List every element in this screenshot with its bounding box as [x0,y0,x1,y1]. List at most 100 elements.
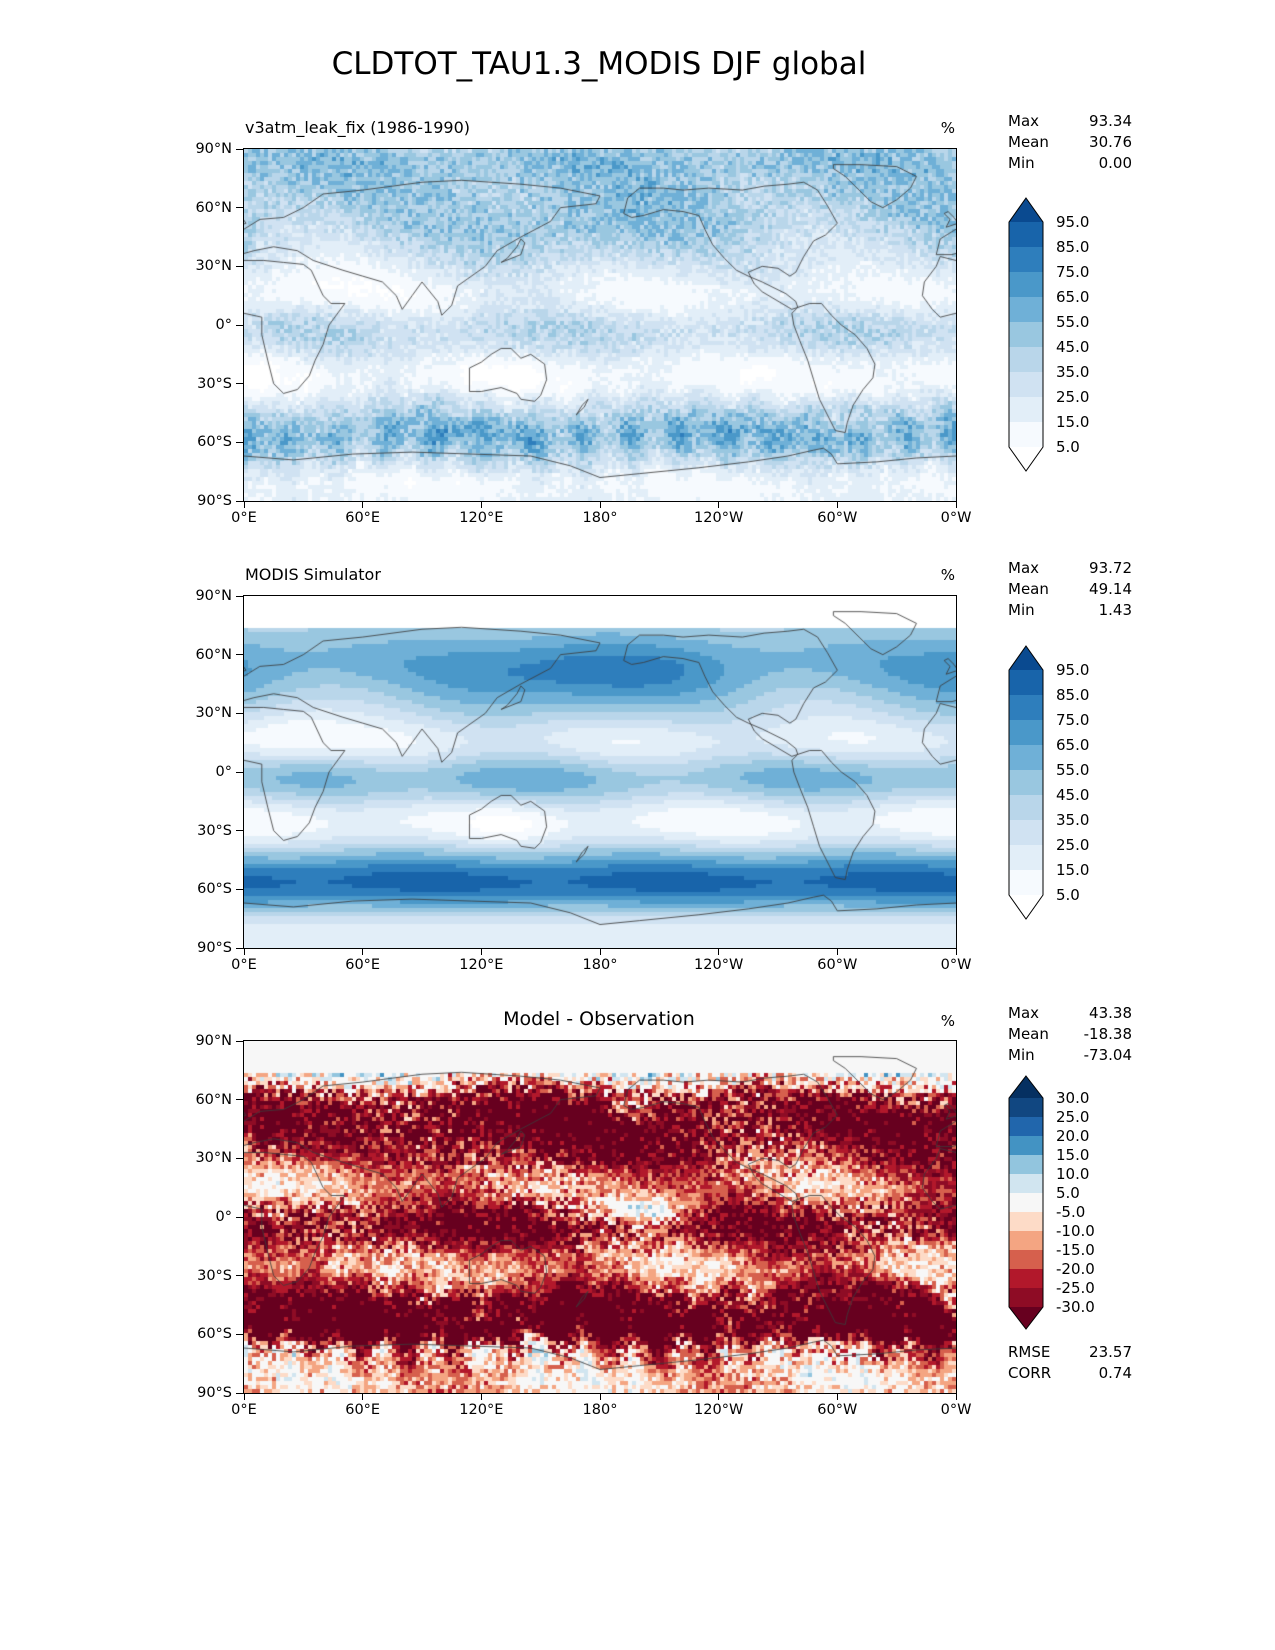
stat-row-min: Min -73.04 [1008,1045,1132,1066]
y-tick-mark [236,595,243,597]
x-tick-mark [362,501,364,508]
y-tick-mark [236,947,243,949]
x-tick-label: 60°E [345,1402,381,1418]
stat-row-max: Max 93.34 [1008,111,1132,132]
y-tick-mark [236,1040,243,1042]
colorbar-tick-label: -15.0 [1056,1241,1095,1259]
x-tick-label: 60°W [817,957,858,973]
y-tick-label: 90°N [195,588,232,604]
y-tick-mark [236,441,243,443]
colorbar-tick-label: 20.0 [1056,1127,1090,1145]
colorbar-obs: 95.0 85.0 75.0 65.0 55.0 45.0 35.0 25.0 15.0 5.0 [1008,645,1089,924]
colorbar-tick-label: 95.0 [1056,213,1090,231]
metrics-block-diff: RMSE 23.57 CORR 0.74 [1008,1342,1132,1384]
x-tick-label: 0°E [231,957,257,973]
y-tick-mark [236,712,243,714]
y-tick-mark [236,771,243,773]
colorbar-tick-label: 55.0 [1056,761,1090,779]
colorbar-tick-label: 45.0 [1056,786,1090,804]
x-tick-mark [599,501,601,508]
y-tick-mark [236,830,243,832]
panel-title-diff: Model - Observation [503,1008,695,1030]
y-tick-label: 30°S [197,375,232,392]
x-tick-mark [836,501,838,508]
map-canvas-diff [244,1041,956,1393]
y-tick-label: 0° [215,1209,232,1225]
x-tick-label: 120°W [694,510,744,526]
y-tick-label: 30°N [195,258,232,275]
x-tick-label: 180° [582,510,618,526]
y-tick-label: 90°S [197,1385,232,1401]
x-tick-mark [243,501,245,508]
colorbar-tick-label: 5.0 [1056,438,1080,456]
colorbar-tick-label: 10.0 [1056,1165,1090,1183]
y-tick-label: 90°S [197,940,232,956]
x-tick-label: 0°W [940,510,972,526]
x-tick-mark [362,1393,364,1400]
stats-block-diff: Max 43.38 Mean -18.38 Min -73.04 [1008,1003,1132,1066]
y-tick-label: 90°N [195,141,232,157]
map-canvas-model [244,149,956,501]
y-tick-label: 60°S [197,881,232,898]
colorbar-svg [1008,645,1044,920]
x-tick-mark [955,1393,957,1400]
y-tick-label: 60°N [195,1091,232,1108]
y-tick-mark [236,324,243,326]
y-tick-mark [236,1099,243,1101]
stat-value: 93.72 [1089,559,1132,577]
colorbar-tick-label: 45.0 [1056,338,1090,356]
x-tick-mark [718,948,720,955]
map-plot-model: 90°N 60°N 30°N 0° 30°S 60°S 90°S 0°E 60°E 120°E 18… [195,141,971,526]
y-tick-mark [236,1275,243,1277]
map-plot-diff: 90°N 60°N 30°N 0° 30°S 60°S 90°S 0°E 60°E 120°E 18… [195,1033,971,1418]
y-tick-mark [236,654,243,656]
y-tick-label: 0° [215,764,232,780]
stat-row-mean: Mean -18.38 [1008,1024,1132,1045]
colorbar-tick-label: 30.0 [1056,1089,1090,1107]
x-tick-label: 120°E [459,1402,504,1418]
colorbar-model: 95.0 85.0 75.0 65.0 55.0 45.0 35.0 25.0 15.0 5.0 [1008,197,1089,476]
colorbar-diff: 30.0 25.0 20.0 15.0 10.0 5.0 -5.0 -10.0 -15.0 -20… [1008,1075,1095,1334]
y-tick-label: 60°N [195,199,232,216]
stat-label: Max [1008,1004,1040,1022]
stats-block-model: Max 93.34 Mean 30.76 Min 0.00 [1008,111,1132,174]
colorbar-svg [1008,1075,1044,1330]
stat-row-min: Min 0.00 [1008,153,1132,174]
colorbar-tick-label: 85.0 [1056,686,1090,704]
unit-label-obs: % [940,566,955,584]
y-tick-mark [236,1157,243,1159]
x-tick-mark [480,501,482,508]
x-tick-mark [243,948,245,955]
metric-value: 23.57 [1089,1343,1132,1361]
colorbar-tick-label: -5.0 [1056,1203,1086,1221]
colorbar-tick-label: -30.0 [1056,1298,1095,1316]
x-tick-mark [836,948,838,955]
metric-row-rmse: RMSE 23.57 [1008,1342,1132,1363]
metric-row-corr: CORR 0.74 [1008,1363,1132,1384]
y-tick-mark [236,1216,243,1218]
stat-label: Min [1008,1046,1035,1064]
stat-row-max: Max 43.38 [1008,1003,1132,1024]
unit-label-model: % [940,119,955,137]
y-tick-mark [236,1333,243,1335]
y-tick-mark [236,500,243,502]
x-tick-label: 120°E [459,957,504,973]
panel-title-model: v3atm_leak_fix (1986-1990) [245,118,470,137]
x-tick-label: 60°E [345,510,381,526]
unit-label-diff: % [940,1012,955,1030]
x-tick-mark [718,501,720,508]
metric-value: 0.74 [1098,1364,1132,1382]
y-tick-label: 60°S [197,434,232,451]
colorbar-tick-label: 85.0 [1056,238,1090,256]
stat-value: -18.38 [1083,1025,1132,1043]
colorbar-tick-label: -20.0 [1056,1260,1095,1278]
x-tick-mark [836,1393,838,1400]
y-tick-label: 30°S [197,1267,232,1284]
y-tick-label: 90°S [197,493,232,509]
stat-row-mean: Mean 30.76 [1008,132,1132,153]
figure-title: CLDTOT_TAU1.3_MODIS DJF global [331,46,867,82]
metric-label: CORR [1008,1364,1052,1382]
stat-label: Mean [1008,133,1049,151]
colorbar-tick-label: 95.0 [1056,661,1090,679]
y-tick-mark [236,265,243,267]
